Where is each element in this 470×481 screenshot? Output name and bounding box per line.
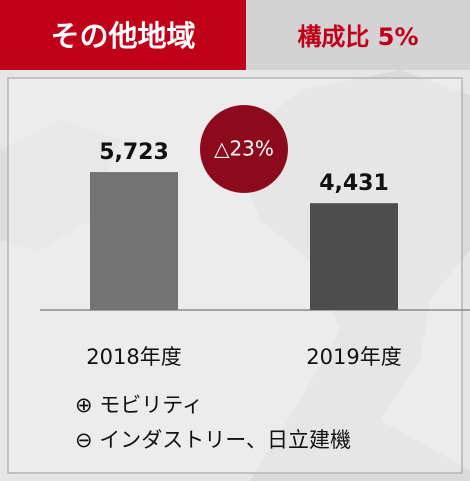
value-label: 5,723 xyxy=(99,140,169,165)
x-tick-label: 2018年度 xyxy=(86,345,181,369)
note: ⊕ モビリティ xyxy=(75,393,203,417)
title-box xyxy=(0,0,246,70)
chart-title: その他地域 xyxy=(50,19,195,53)
value-label: 4,431 xyxy=(319,171,389,196)
badge xyxy=(200,105,288,193)
bar xyxy=(90,172,178,310)
subtitle-box xyxy=(246,0,470,70)
x-tick-label: 2019年度 xyxy=(306,345,401,369)
chart-subtitle: 構成比 5% xyxy=(297,23,418,51)
badge-label: △23% xyxy=(214,137,274,161)
note: ⊖ インダストリー、日立建機 xyxy=(75,428,351,452)
bar xyxy=(310,203,398,310)
